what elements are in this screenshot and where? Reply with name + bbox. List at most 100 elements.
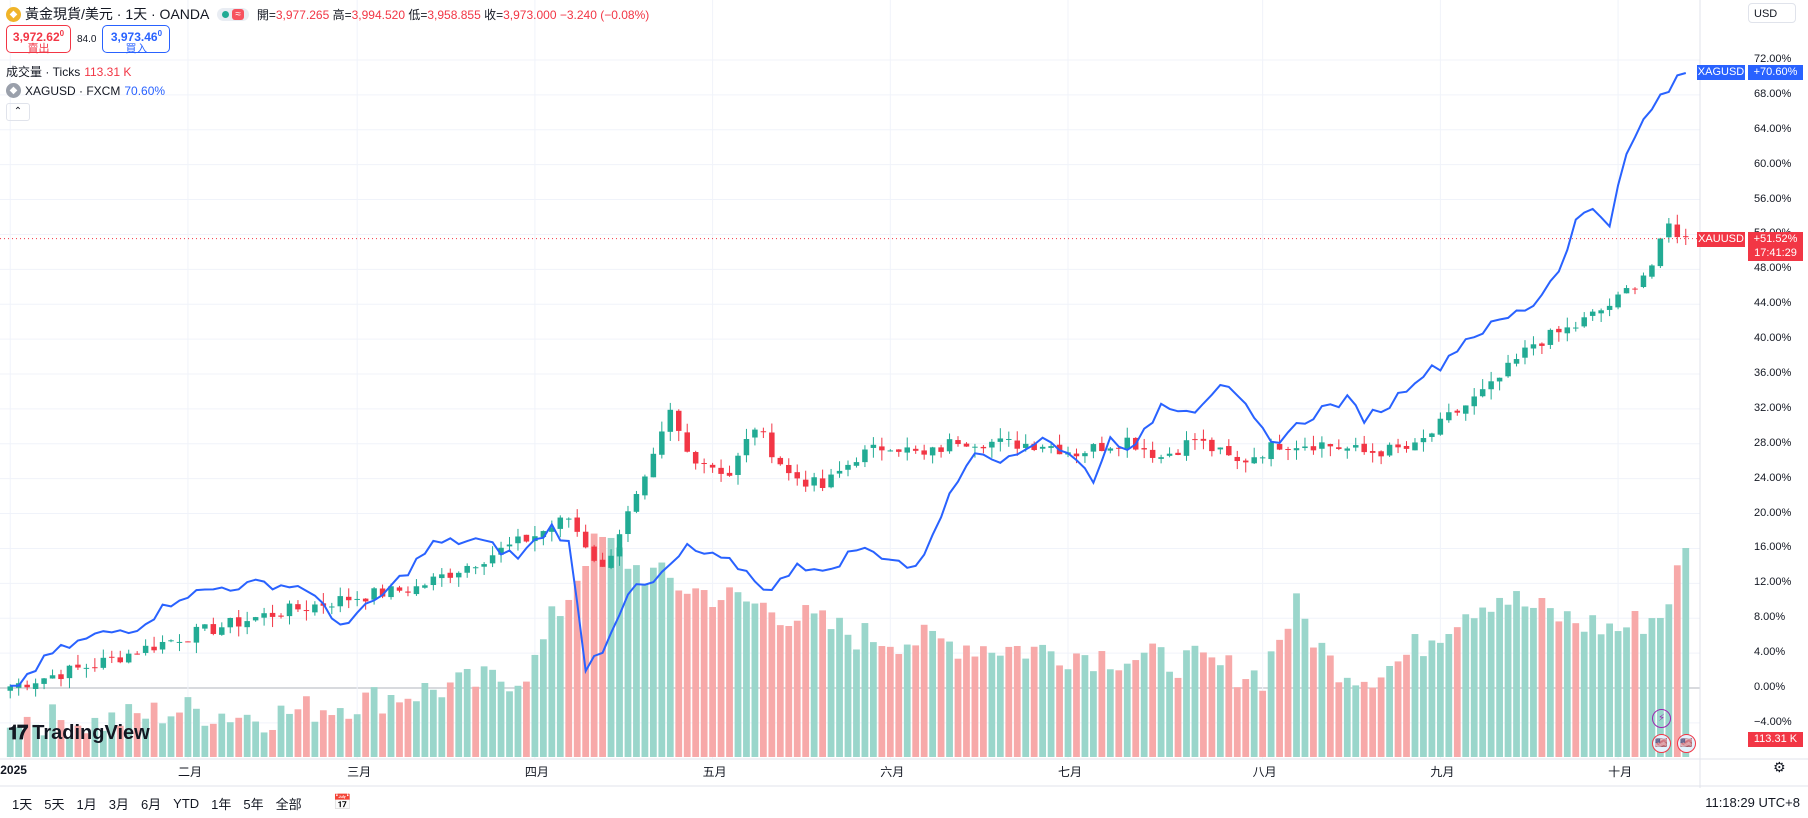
volume-bar <box>1343 677 1351 757</box>
candle-body <box>100 657 107 668</box>
price-axis-tick: 40.00% <box>1754 332 1792 345</box>
volume-bar <box>57 720 65 757</box>
candle-body <box>7 686 13 691</box>
clock-display[interactable]: 11:18:29 UTC+8 <box>1705 795 1800 810</box>
candle-body <box>955 440 961 445</box>
price-axis-tick: 60.00% <box>1754 157 1792 170</box>
candle-body <box>963 443 970 447</box>
candle-body <box>1192 439 1198 441</box>
tradingview-logo[interactable]: 𝟏𝟕 TradingView <box>8 722 150 745</box>
collapse-legend-button[interactable]: ⌃ <box>6 103 30 121</box>
timeframe-button[interactable]: YTD <box>173 795 200 811</box>
price-axis-tick: 36.00% <box>1754 367 1792 379</box>
sell-price-sup: 0 <box>59 29 65 38</box>
volume-bar <box>1013 645 1021 757</box>
volume-bar <box>1335 682 1343 757</box>
candle-body <box>1099 442 1105 452</box>
volume-value: 113.31 K <box>84 64 132 79</box>
candle-body <box>1632 288 1638 290</box>
volume-bar <box>1090 671 1097 757</box>
us-flag-event-icon[interactable]: 🇺🇸 <box>1677 734 1696 753</box>
volume-bar <box>1623 627 1630 757</box>
compare-symbol-legend[interactable]: ◆ XAGUSD · FXCM 70.60% <box>6 83 165 98</box>
volume-bar <box>1056 665 1063 757</box>
time-axis-tick: 四月 <box>524 765 549 779</box>
candle-body <box>1496 377 1503 382</box>
candle-body <box>278 615 284 617</box>
sell-button[interactable]: 3,972.620 賣出 <box>6 25 71 55</box>
time-axis-tick: 三月 <box>347 765 372 779</box>
market-status-pill[interactable]: ≈ <box>217 7 249 21</box>
volume-bar <box>1157 647 1165 757</box>
candle-body <box>1564 327 1571 334</box>
timeframe-button[interactable]: 5年 <box>243 796 264 812</box>
volume-bar <box>311 721 319 757</box>
volume-bar <box>1563 611 1571 757</box>
volume-bar <box>692 588 700 757</box>
candle-body <box>1124 437 1131 449</box>
currency-selector[interactable]: USD <box>1748 3 1796 23</box>
candle-body <box>904 447 910 453</box>
timeframe-button[interactable]: 1年 <box>211 796 232 812</box>
volume-bar <box>1132 660 1140 757</box>
volume-bar <box>1640 633 1647 757</box>
volume-bar <box>920 624 928 757</box>
us-flag-event-icon[interactable]: 🇺🇸 <box>1652 734 1671 753</box>
volume-bar <box>836 617 843 757</box>
time-axis-tick: 2025 <box>0 763 27 777</box>
timeframe-button[interactable]: 3月 <box>108 796 129 812</box>
volume-bar <box>929 630 937 757</box>
buy-button[interactable]: 3,973.460 買入 <box>102 25 171 55</box>
volume-bar <box>1496 597 1503 757</box>
price-axis-tick: 24.00% <box>1754 471 1792 484</box>
candle-body <box>1403 445 1410 449</box>
candle-body <box>1022 443 1029 448</box>
volume-bar <box>1318 642 1326 757</box>
volume-bar <box>1326 655 1334 757</box>
volume-bar <box>1546 608 1554 757</box>
candle-body <box>1657 238 1664 267</box>
volume-bar <box>336 708 344 757</box>
candle-body <box>1488 381 1494 390</box>
volume-bar <box>1183 650 1190 757</box>
volume-indicator-legend[interactable]: 成交量 · Ticks 113.31 K <box>6 63 131 80</box>
timeframe-button[interactable]: 5天 <box>44 796 65 812</box>
volume-bar <box>1386 665 1393 757</box>
lightning-event-icon[interactable]: ⚡ <box>1652 709 1671 728</box>
timeframe-button[interactable]: 1月 <box>76 796 97 812</box>
volume-bar <box>895 654 903 757</box>
candle-body <box>726 472 733 476</box>
time-axis-tick: 十月 <box>1608 765 1633 779</box>
candle-body <box>1276 443 1283 450</box>
buy-price-sup: 0 <box>157 29 163 38</box>
volume-bar <box>269 729 276 757</box>
candle-body <box>1513 359 1520 364</box>
xauusd-countdown: 17:41:29 <box>1748 246 1803 261</box>
volume-bar <box>176 712 183 757</box>
volume-bar <box>666 577 674 757</box>
volume-bar <box>1436 642 1444 757</box>
gear-icon[interactable]: ⚙ <box>1773 759 1786 775</box>
candle-body <box>811 477 817 486</box>
candle-body <box>1378 451 1384 457</box>
candle-body <box>845 464 851 470</box>
volume-bar <box>328 715 336 757</box>
symbol-title[interactable]: 黃金現貨/美元 · 1天 · OANDA <box>25 6 210 22</box>
gold-coin-icon: ◆ <box>6 6 21 22</box>
candle-body <box>109 656 115 658</box>
volume-bar <box>1149 643 1157 757</box>
volume-bar <box>539 639 547 757</box>
calendar-goto-icon[interactable]: 📅 <box>333 794 352 811</box>
timeframe-button[interactable]: 1天 <box>12 796 33 812</box>
symbol-legend[interactable]: ◆ 黃金現貨/美元 · 1天 · OANDA ≈ 開=3,977.265 高=3… <box>6 4 649 24</box>
timeframe-bar: 1天 5天 1月 3月 6月 YTD 1年 5年 全部 <box>0 788 1808 818</box>
xagusd-axis-tag-symbol: XAGUSD <box>1697 65 1745 80</box>
candle-body <box>760 431 767 433</box>
candle-body <box>312 604 318 613</box>
candle-body <box>210 624 217 634</box>
timeframe-button[interactable]: 6月 <box>140 796 162 812</box>
candle-body <box>1242 460 1249 463</box>
timeframe-button[interactable]: 全部 <box>275 796 302 812</box>
volume-bar <box>870 642 877 757</box>
